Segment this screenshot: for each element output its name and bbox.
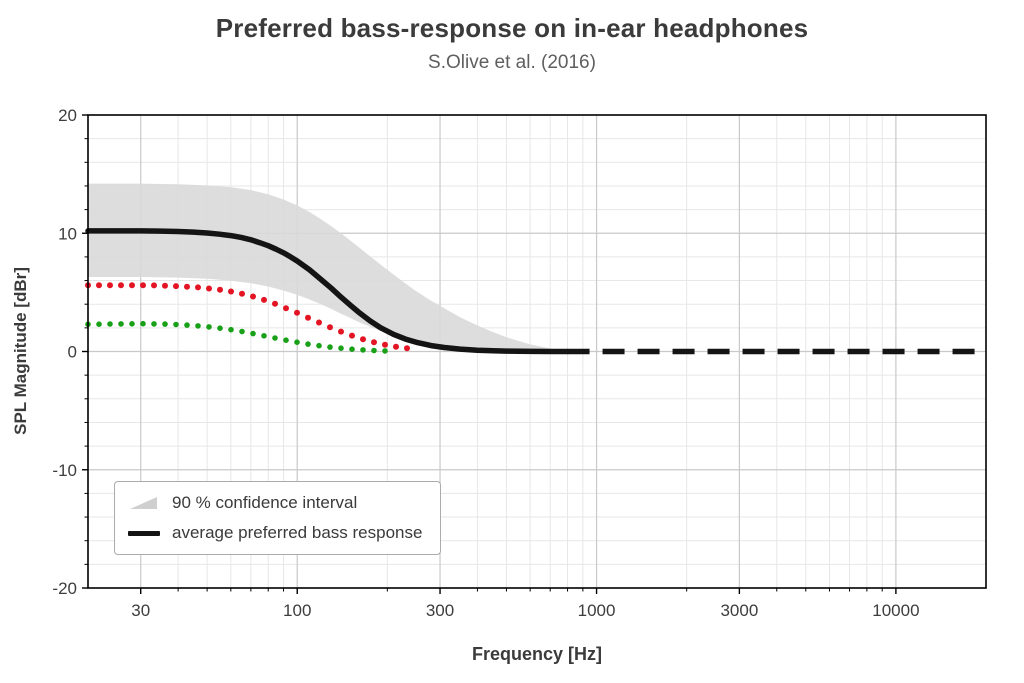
- y-tick-labels: -20 -10 0 10 20: [52, 106, 77, 598]
- green-dotted-curve: [85, 320, 388, 354]
- legend-item-mean: average preferred bass response: [127, 523, 422, 543]
- confidence-band-swatch: [127, 494, 161, 512]
- svg-text:-20: -20: [52, 579, 77, 598]
- svg-text:10: 10: [58, 224, 77, 243]
- svg-text:10000: 10000: [872, 601, 919, 620]
- mean-line-swatch: [127, 524, 161, 542]
- svg-text:0: 0: [68, 343, 77, 362]
- mean-curve: [85, 228, 571, 355]
- legend-label-mean: average preferred bass response: [172, 523, 423, 542]
- red-dotted-curve: [85, 282, 410, 352]
- svg-text:3000: 3000: [720, 601, 758, 620]
- legend: 90 % confidence interval average preferr…: [114, 481, 442, 555]
- svg-text:20: 20: [58, 106, 77, 125]
- svg-text:30: 30: [131, 601, 150, 620]
- x-axis-label: Frequency [Hz]: [471, 644, 603, 664]
- x-tick-labels: 30 100 300 1000 3000 10000: [131, 601, 919, 620]
- chart-title: Preferred bass-response on in-ear headph…: [215, 13, 809, 43]
- chart-subtitle: S.Olive et al. (2016): [428, 52, 596, 73]
- axis-ticks: [82, 114, 897, 594]
- svg-text:100: 100: [283, 601, 311, 620]
- y-axis-label: SPL Magnitude [dBr]: [11, 267, 30, 435]
- confidence-band: [88, 183, 583, 352]
- svg-text:1000: 1000: [578, 601, 616, 620]
- legend-label-confidence: 90 % confidence interval: [172, 493, 358, 512]
- svg-text:300: 300: [426, 601, 454, 620]
- svg-text:-10: -10: [52, 461, 77, 480]
- legend-item-confidence: 90 % confidence interval: [127, 493, 422, 513]
